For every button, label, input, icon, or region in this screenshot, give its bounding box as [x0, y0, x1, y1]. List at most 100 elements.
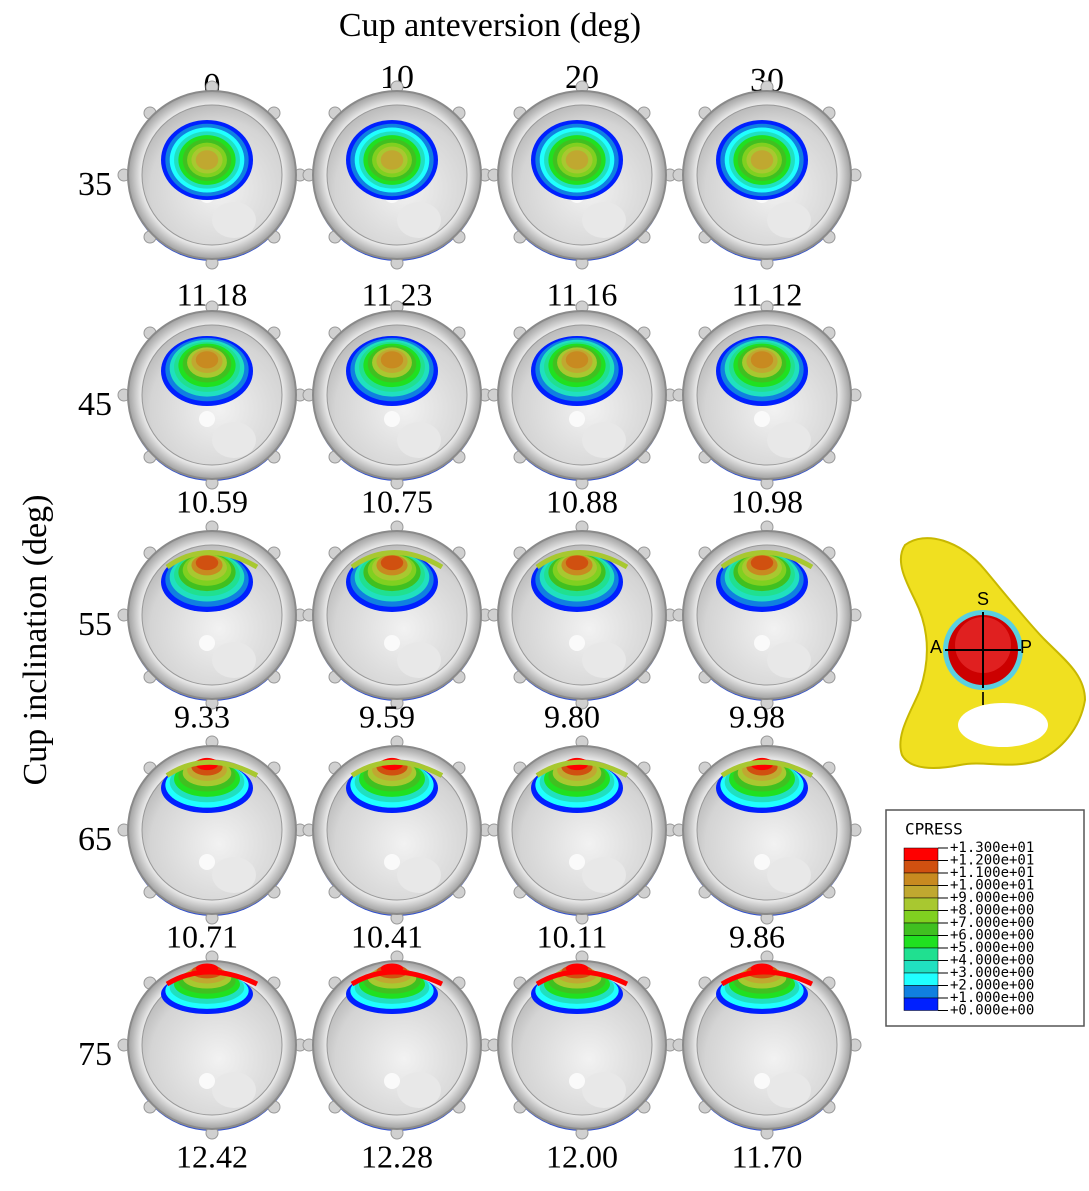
column-axis-title: Cup anteversion (deg): [339, 7, 641, 44]
contact-band: [195, 555, 219, 571]
cup-shadow: [767, 422, 811, 458]
cup-image: [117, 950, 307, 1140]
cup-shadow: [582, 202, 626, 238]
peak-pressure: 12.42: [176, 1138, 248, 1174]
peak-pressure: 10.88: [546, 483, 618, 519]
peak-pressure: 9.98: [729, 698, 785, 734]
cup-hole: [199, 411, 215, 427]
row-label: 45: [78, 386, 112, 423]
cup-image: [487, 520, 677, 710]
legend-swatch: [903, 897, 939, 911]
legend-swatch: [903, 872, 939, 886]
cup-shadow: [582, 642, 626, 678]
legend-label: +5.000e+00: [950, 940, 1034, 956]
legend-label: +1.100e+01: [950, 865, 1034, 881]
cup-hole: [384, 411, 400, 427]
cup-image: [487, 950, 677, 1140]
legend-label: +4.000e+00: [950, 953, 1034, 969]
peak-pressure: 12.00: [546, 1138, 618, 1174]
cup-image: [302, 80, 492, 270]
legend-label: +9.000e+00: [950, 890, 1034, 906]
cup-shadow: [397, 857, 441, 893]
contact-band: [380, 351, 404, 369]
contact-band: [195, 351, 219, 369]
legend-swatch: [903, 935, 939, 949]
cup-hole: [569, 411, 585, 427]
cup-hole: [199, 854, 215, 870]
cup-image: [302, 520, 492, 710]
cup-shadow: [212, 1072, 256, 1108]
cup-image: [672, 300, 862, 490]
peak-pressure: 11.70: [732, 1138, 803, 1174]
peak-pressure: 9.59: [359, 698, 415, 734]
legend-swatch: [903, 885, 939, 899]
cup-image: [672, 735, 862, 925]
legend-label: +1.000e+01: [950, 878, 1034, 894]
legend-swatch: [903, 847, 939, 861]
pelvis-label: S: [977, 589, 989, 609]
cup-shadow: [582, 422, 626, 458]
contact-band: [565, 351, 589, 369]
legend-swatch: [903, 860, 939, 874]
cup-image: [487, 80, 677, 270]
cup-shadow: [212, 202, 256, 238]
cup-shadow: [397, 422, 441, 458]
legend-label: +1.200e+01: [950, 853, 1034, 869]
cup-shadow: [582, 1072, 626, 1108]
cup-shadow: [767, 857, 811, 893]
cup-image: [672, 950, 862, 1140]
legend-label: +3.000e+00: [950, 965, 1034, 981]
contact-edge: [720, 550, 814, 570]
contact-edge: [535, 969, 629, 987]
row-axis-title: Cup inclination (deg): [17, 495, 54, 786]
cup-hole: [754, 635, 770, 651]
contact-band: [380, 150, 404, 170]
peak-pressure: 9.33: [174, 698, 230, 734]
legend-swatch: [903, 947, 939, 961]
pelvis-label: P: [1020, 637, 1032, 657]
peak-pressure: 10.11: [537, 918, 608, 954]
legend-swatch: [903, 910, 939, 924]
contact-band: [750, 150, 774, 170]
cup-hole: [754, 854, 770, 870]
contact-band: [195, 150, 219, 170]
peak-pressure: 10.75: [361, 483, 433, 519]
cup-image: [117, 520, 307, 710]
legend-label: +8.000e+00: [950, 903, 1034, 919]
legend-swatch: [903, 985, 939, 999]
peak-pressure: 10.41: [351, 918, 423, 954]
cup-shadow: [767, 202, 811, 238]
pelvis-label: A: [930, 637, 942, 657]
pelvis-label: I: [980, 689, 985, 709]
contact-band: [565, 150, 589, 170]
pelvis-diagram: [899, 537, 1087, 769]
legend-label: +2.000e+00: [950, 978, 1034, 994]
contact-edge: [165, 550, 259, 570]
contact-edge: [535, 759, 629, 778]
peak-pressure: 10.98: [731, 483, 803, 519]
cup-hole: [569, 854, 585, 870]
cup-image: [302, 300, 492, 490]
contact-band: [380, 555, 404, 571]
cup-hole: [384, 854, 400, 870]
cup-hole: [199, 1073, 215, 1089]
cup-image: [117, 80, 307, 270]
row-label: 75: [78, 1036, 112, 1073]
row-label: 55: [78, 606, 112, 643]
cup-shadow: [397, 1072, 441, 1108]
contact-edge: [165, 759, 259, 778]
cup-image: [672, 520, 862, 710]
contact-edge: [535, 550, 629, 570]
peak-pressure: 12.28: [361, 1138, 433, 1174]
contact-band: [750, 351, 774, 369]
peak-pressure: 9.80: [544, 698, 600, 734]
cup-shadow: [397, 202, 441, 238]
row-label: 35: [78, 166, 112, 203]
cup-shadow: [767, 642, 811, 678]
legend-swatch: [903, 922, 939, 936]
contact-band: [565, 555, 589, 571]
legend-swatch: [903, 997, 939, 1011]
cup-hole: [384, 635, 400, 651]
cup-image: [487, 300, 677, 490]
legend-swatch: [903, 960, 939, 974]
